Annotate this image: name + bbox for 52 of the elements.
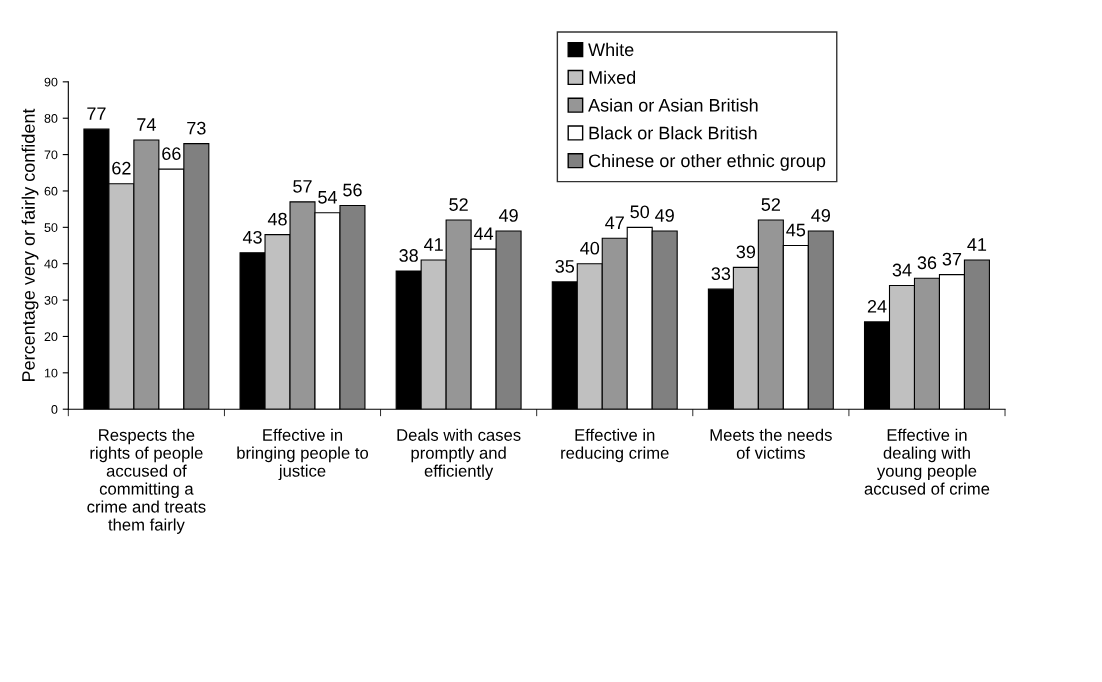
x-tick-label: Respects the rights of people accused of committing a crime and treats them fairly — [87, 428, 206, 534]
data-label: 49 — [811, 209, 830, 222]
x-tick-label: Effective in dealing with young people accused of crime — [864, 428, 990, 495]
y-tick-label: 20 — [44, 332, 58, 342]
y-tick-label: 10 — [44, 368, 58, 378]
y-tick-label: 70 — [44, 150, 58, 160]
y-tick-label: 40 — [44, 259, 58, 269]
y-tick-label: 30 — [44, 295, 58, 305]
legend-label: Chinese or other ethnic group — [588, 153, 826, 171]
data-label: 35 — [555, 259, 575, 273]
data-label: 54 — [318, 191, 337, 204]
data-label: 33 — [711, 267, 731, 281]
x-tick-label: Meets the needs of victims — [710, 428, 832, 459]
data-label: 38 — [399, 249, 418, 262]
data-label: 34 — [892, 263, 912, 277]
x-tick-label: Effective in reducing crime — [561, 428, 669, 463]
x-tick-label: Deals with cases promptly and efficiently — [397, 428, 521, 481]
data-label: 52 — [761, 198, 780, 211]
data-label: 52 — [449, 198, 468, 211]
data-label: 62 — [112, 161, 131, 175]
y-tick-label: 0 — [51, 405, 58, 414]
legend-label: Mixed — [589, 70, 636, 84]
data-label: 56 — [343, 183, 362, 197]
data-label: 39 — [736, 245, 756, 259]
data-label: 50 — [630, 205, 650, 219]
data-label: 47 — [605, 216, 624, 229]
data-label: 74 — [137, 118, 156, 131]
data-label: 57 — [293, 180, 312, 193]
data-label: 36 — [917, 256, 937, 270]
data-label: 41 — [424, 238, 443, 251]
data-label: 48 — [267, 212, 287, 226]
y-tick-label: 80 — [44, 114, 58, 123]
data-label: 44 — [473, 227, 494, 240]
y-axis-title: Percentage very or fairly confident — [21, 108, 39, 382]
data-label: 66 — [162, 147, 181, 161]
data-label: 41 — [967, 238, 987, 251]
x-tick-label: Effective in bringing people to justice — [237, 428, 369, 481]
legend-label: Asian or Asian British — [588, 98, 758, 112]
legend-label: Black or Black British — [589, 126, 757, 140]
y-tick-label: 60 — [44, 186, 58, 196]
data-label: 40 — [580, 241, 600, 255]
data-label: 77 — [87, 107, 106, 120]
data-label: 43 — [242, 230, 262, 244]
data-label: 49 — [498, 209, 518, 222]
legend-label: White — [588, 42, 634, 57]
data-label: 24 — [867, 299, 887, 313]
y-tick-label: 50 — [44, 223, 58, 232]
data-label: 73 — [187, 121, 206, 135]
data-label: 37 — [942, 252, 962, 266]
data-label: 49 — [655, 209, 674, 222]
data-label: 45 — [786, 223, 806, 237]
y-tick-label: 90 — [44, 77, 58, 87]
